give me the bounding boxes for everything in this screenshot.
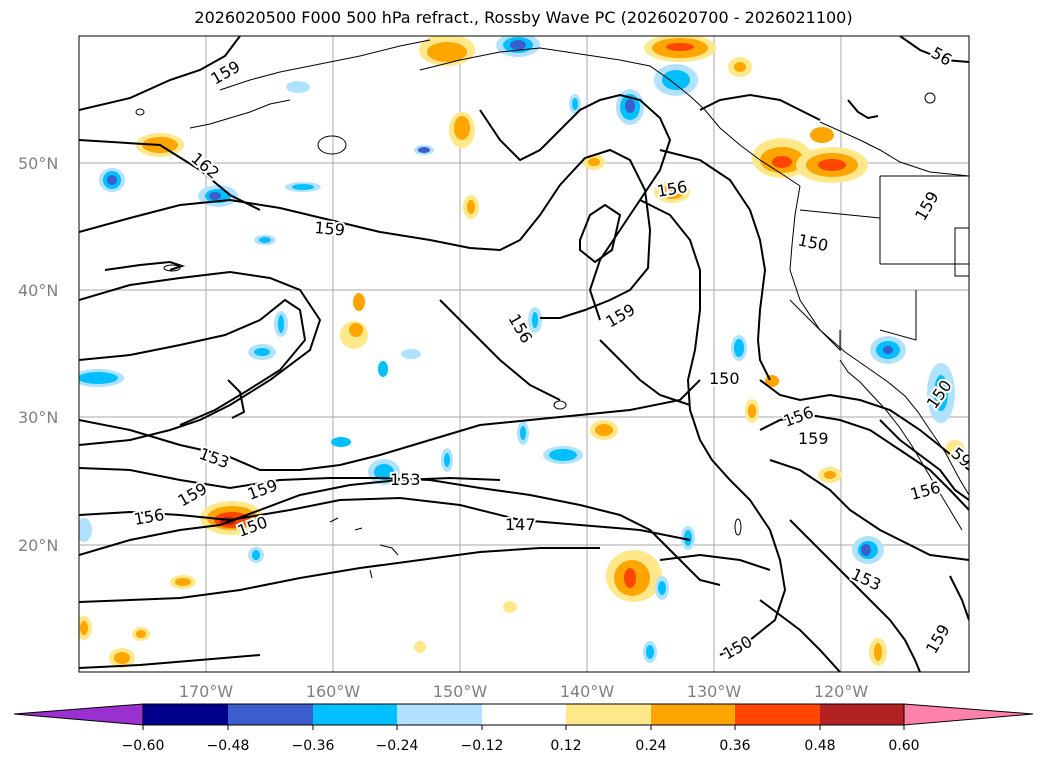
colorbar-tick: 0.12 [550, 738, 581, 754]
colorbar-segment [566, 704, 651, 725]
lat-label: 50°N [18, 154, 58, 173]
contour-label: 159 [314, 218, 346, 240]
colorbar-ticks: −0.60 −0.48 −0.36 −0.24 −0.12 0.12 0.24 … [122, 738, 920, 754]
lon-label: 170°W [179, 682, 234, 701]
map-title: 2026020500 F000 500 hPa refract., Rossby… [194, 8, 853, 27]
colorbar-arrow-left [13, 703, 144, 726]
lon-label: 160°W [306, 682, 361, 701]
colorbar-segment [397, 704, 482, 725]
colorbar-segment [735, 704, 820, 725]
lon-label: 150°W [433, 682, 488, 701]
contour-label: 147 [505, 515, 536, 534]
colorbar-segment [820, 704, 904, 725]
contour-label: 150 [709, 369, 740, 388]
longitude-labels: 170°W 160°W 150°W 140°W 130°W 120°W [179, 682, 869, 701]
colorbar-tick: −0.48 [207, 738, 250, 754]
lon-label: 130°W [687, 682, 742, 701]
colorbar-tick: 0.48 [804, 738, 835, 754]
lon-label: 120°W [814, 682, 869, 701]
colorbar-tick: 0.24 [635, 738, 666, 754]
plot-frame [78, 35, 970, 673]
plot-area [79, 36, 969, 672]
colorbar-tick: 0.36 [719, 738, 750, 754]
latitude-labels: 50°N 40°N 30°N 20°N [18, 154, 58, 555]
colorbar-tick: −0.60 [122, 738, 165, 754]
colorbar-segment [313, 704, 397, 725]
lat-label: 30°N [18, 408, 58, 427]
colorbar-segment [228, 704, 313, 725]
colorbar-segment [143, 704, 228, 725]
contour-label: 159 [798, 429, 829, 448]
colorbar-arrow-right [903, 703, 1034, 726]
contour-label: 153 [390, 470, 421, 489]
colorbar: −0.60 −0.48 −0.36 −0.24 −0.12 0.12 0.24 … [13, 703, 1034, 754]
contour-lines [79, 36, 969, 672]
colorbar-tick: −0.36 [292, 738, 335, 754]
contour-label: 156 [132, 505, 165, 529]
colorbar-tick: −0.24 [376, 738, 419, 754]
lon-label: 140°W [560, 682, 615, 701]
coastlines [189, 39, 969, 579]
colorbar-segment [651, 704, 735, 725]
colorbar-tick: 0.60 [888, 738, 919, 754]
lat-label: 40°N [18, 281, 58, 300]
colorbar-segment [482, 704, 566, 725]
colorbar-tick: −0.12 [461, 738, 504, 754]
small-contours [135, 92, 936, 536]
lat-label: 20°N [18, 536, 58, 555]
